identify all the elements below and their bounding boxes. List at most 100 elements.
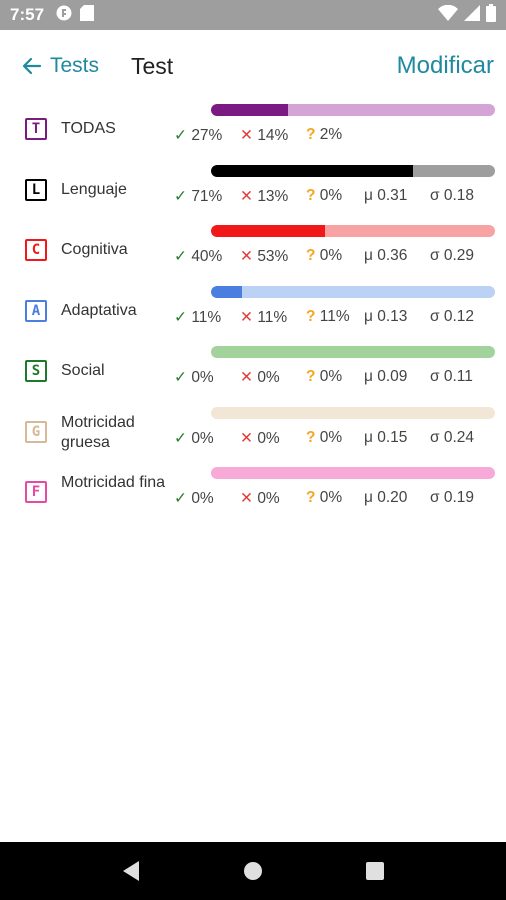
area-letter-badge: A xyxy=(25,299,47,322)
stat-unknown: 0% xyxy=(319,186,343,204)
nav-back-button[interactable] xyxy=(111,851,151,891)
stat-unknown: 0% xyxy=(319,247,343,264)
area-progress-bar xyxy=(211,285,495,298)
area-progress-bar xyxy=(211,164,495,177)
area-row[interactable]: S Social ✓ 0% ✕ 0% ? 0% μ 0.09 σ 0.11 xyxy=(0,344,506,405)
stat-correct: 71% xyxy=(191,187,223,205)
stat-incorrect: 14% xyxy=(257,127,289,144)
back-label: Tests xyxy=(50,54,100,77)
stat-stddev: σ 0.19 xyxy=(430,489,475,506)
area-progress-bar xyxy=(211,346,495,358)
stat-stddev: σ 0.29 xyxy=(430,247,475,264)
signal-icon xyxy=(464,4,480,26)
stat-correct: 11% xyxy=(191,308,222,326)
stat-correct: 27% xyxy=(191,127,223,144)
stat-incorrect: 0% xyxy=(257,369,280,386)
question-mark-icon: ? xyxy=(306,428,316,446)
area-row[interactable]: A Adaptativa ✓ 11% ✕ 11% ? 11% μ 0.13 σ … xyxy=(0,284,506,345)
stat-stddev: σ 0.18 xyxy=(430,186,475,204)
nav-recents-button[interactable] xyxy=(355,851,395,891)
stat-unknown: 2% xyxy=(319,126,343,143)
status-bar: 7:57 xyxy=(0,0,506,30)
area-letter-badge: T xyxy=(25,118,47,140)
area-letter-badge: S xyxy=(25,360,47,382)
nav-home-icon xyxy=(244,862,262,880)
app-notification-icon xyxy=(56,5,72,26)
stat-mean: μ 0.31 xyxy=(364,186,408,204)
back-button[interactable]: Tests xyxy=(20,54,99,78)
stat-incorrect: 0% xyxy=(257,490,280,507)
check-mark-icon: ✓ xyxy=(174,187,187,205)
stat-mean: μ 0.15 xyxy=(364,428,408,446)
check-mark-icon: ✓ xyxy=(174,429,187,447)
stat-unknown: 0% xyxy=(319,428,343,446)
cross-mark-icon: ✕ xyxy=(240,187,253,205)
stat-mean: μ 0.20 xyxy=(364,489,408,506)
question-mark-icon: ? xyxy=(306,247,316,264)
nav-home-button[interactable] xyxy=(233,851,273,891)
stat-correct: 0% xyxy=(191,490,214,507)
area-name: Lenguaje xyxy=(61,180,127,198)
stat-mean: μ 0.13 xyxy=(364,307,408,325)
modify-button[interactable]: Modificar xyxy=(393,52,498,80)
stat-stddev: σ 0.24 xyxy=(430,428,475,446)
area-progress-fill xyxy=(211,104,288,116)
cross-mark-icon: ✕ xyxy=(240,429,253,447)
area-row[interactable]: T TODAS ✓ 27% ✕ 14% ? 2% xyxy=(0,102,506,163)
stat-unknown: 0% xyxy=(319,368,343,385)
area-row[interactable]: C Cognitiva ✓ 40% ✕ 53% ? 0% μ 0.36 σ 0.… xyxy=(0,223,506,284)
nav-recents-icon xyxy=(366,862,384,880)
area-row[interactable]: F Motricidad fina ✓ 0% ✕ 0% ? 0% μ 0.20 … xyxy=(0,465,506,526)
area-letter-badge: L xyxy=(25,178,47,201)
area-progress-bar xyxy=(211,406,495,419)
cross-mark-icon: ✕ xyxy=(240,490,253,507)
stat-incorrect: 13% xyxy=(257,187,289,205)
area-letter-badge: F xyxy=(25,481,47,503)
area-name: Cognitiva xyxy=(61,241,128,258)
area-progress-bar xyxy=(211,104,495,116)
area-row[interactable]: G Motricidad gruesa ✓ 0% ✕ 0% ? 0% μ 0.1… xyxy=(0,405,506,466)
check-mark-icon: ✓ xyxy=(174,248,187,265)
check-mark-icon: ✓ xyxy=(174,308,187,326)
area-letter-badge: G xyxy=(25,420,47,443)
stat-mean: μ 0.09 xyxy=(364,368,408,385)
app-bar: Tests Test Modificar xyxy=(0,30,506,102)
cross-mark-icon: ✕ xyxy=(240,127,253,144)
check-mark-icon: ✓ xyxy=(174,127,187,144)
cross-mark-icon: ✕ xyxy=(240,308,253,326)
stat-unknown: 11% xyxy=(319,307,350,325)
area-name: Adaptativa xyxy=(61,301,137,319)
stat-incorrect: 11% xyxy=(257,308,288,326)
question-mark-icon: ? xyxy=(306,307,316,325)
area-progress-fill xyxy=(211,225,325,237)
area-name: Social xyxy=(61,362,105,379)
sd-card-icon xyxy=(80,4,95,26)
wifi-icon xyxy=(438,4,458,26)
area-row[interactable]: L Lenguaje ✓ 71% ✕ 13% ? 0% μ 0.31 σ 0.1… xyxy=(0,163,506,224)
stat-unknown: 0% xyxy=(319,489,343,506)
stat-mean: μ 0.36 xyxy=(364,247,408,264)
area-name: Motricidad fina xyxy=(61,474,166,491)
area-progress-fill xyxy=(211,285,243,298)
area-list: T TODAS ✓ 27% ✕ 14% ? 2% L Lenguaje xyxy=(0,102,506,526)
area-letter-badge: C xyxy=(25,239,47,261)
area-name: Motricidad gruesa xyxy=(61,413,135,451)
question-mark-icon: ? xyxy=(306,368,316,385)
stat-stddev: σ 0.12 xyxy=(430,307,475,325)
status-time: 7:57 xyxy=(10,5,45,24)
stat-incorrect: 0% xyxy=(257,429,280,447)
navigation-bar xyxy=(0,842,506,900)
question-mark-icon: ? xyxy=(306,186,316,204)
question-mark-icon: ? xyxy=(306,489,316,506)
check-mark-icon: ✓ xyxy=(174,490,187,507)
back-arrow-icon xyxy=(22,57,42,75)
page-title: Test xyxy=(131,52,174,79)
nav-back-icon xyxy=(123,861,139,881)
check-mark-icon: ✓ xyxy=(174,369,187,386)
area-progress-bar xyxy=(211,225,495,237)
stat-correct: 0% xyxy=(191,429,214,447)
battery-icon xyxy=(486,3,496,27)
question-mark-icon: ? xyxy=(306,126,316,143)
cross-mark-icon: ✕ xyxy=(240,248,253,265)
area-progress-fill xyxy=(211,164,413,177)
